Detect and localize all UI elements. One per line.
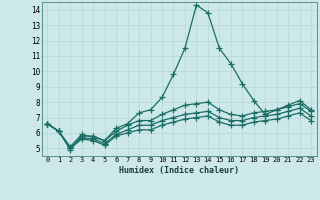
X-axis label: Humidex (Indice chaleur): Humidex (Indice chaleur) <box>119 166 239 175</box>
